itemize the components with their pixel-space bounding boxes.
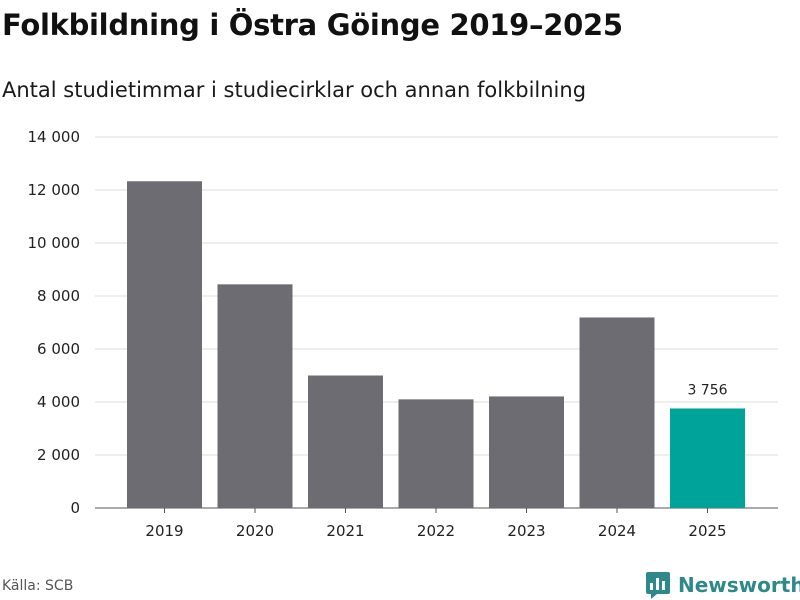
source-note: Källa: SCB (2, 578, 74, 594)
bar-2023 (489, 396, 564, 508)
x-tick-label: 2024 (598, 522, 636, 540)
bar-2020 (217, 284, 293, 508)
data-labels: 3 756 (687, 382, 727, 398)
brand-logo: Newsworthy (645, 570, 800, 600)
x-axis-ticks: 2019 2020 2021 2022 2023 2024 2025 (145, 508, 727, 540)
y-tick-label: 6 000 (37, 340, 80, 358)
y-tick-label: 2 000 (37, 446, 80, 464)
y-tick-label: 0 (70, 499, 80, 517)
y-tick-label: 10 000 (28, 234, 81, 252)
y-tick-label: 4 000 (37, 393, 80, 411)
x-tick-label: 2022 (417, 522, 455, 540)
data-label: 3 756 (687, 382, 727, 398)
bar-2024 (579, 317, 655, 508)
x-tick-label: 2023 (507, 522, 545, 540)
chart-subtitle: Antal studietimmar i studiecirklar och a… (2, 78, 587, 102)
y-tick-label: 14 000 (28, 128, 81, 146)
x-tick-label: 2021 (326, 522, 364, 540)
chart-title: Folkbildning i Östra Göinge 2019–2025 (2, 8, 623, 42)
y-axis-ticks: 0 2 000 4 000 6 000 8 000 10 000 12 000 14 000 (28, 128, 81, 517)
brand-name: Newsworthy (678, 573, 800, 597)
x-tick-label: 2025 (688, 522, 726, 540)
bar-chart-logo-icon (646, 572, 670, 599)
y-tick-label: 12 000 (28, 181, 81, 199)
y-tick-label: 8 000 (37, 287, 80, 305)
bar-2022 (398, 399, 474, 508)
bar-2019 (127, 181, 202, 508)
x-tick-label: 2019 (145, 522, 183, 540)
bars (127, 181, 745, 508)
x-tick-label: 2020 (236, 522, 274, 540)
bar-2021 (308, 375, 383, 508)
bar-2025 (670, 408, 745, 508)
